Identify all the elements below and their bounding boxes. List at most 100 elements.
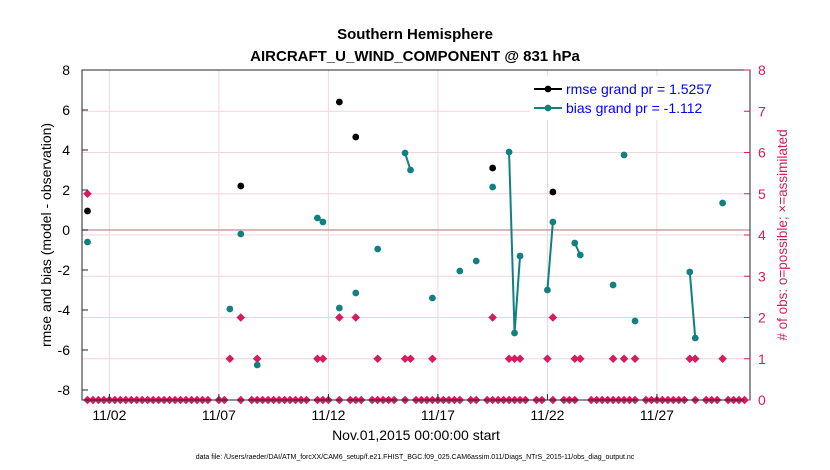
chart-title: Southern Hemisphere (337, 26, 493, 43)
bias-data-point (352, 289, 360, 297)
rmse-data-point (335, 98, 343, 106)
series-layer (84, 98, 727, 369)
obs_possible-diamond-point (548, 313, 558, 322)
obs_possible-diamond-point (252, 354, 262, 364)
data-file-footnote: data file: /Users/raeder/DAI/ATM_forcXX/… (196, 454, 635, 461)
y-axis-label: rmse and bias (model - observation) (38, 123, 54, 347)
bottom-axis-ticks: 11/02 11/07 11/12 11/17 11/22 11/27 (92, 394, 674, 423)
y-right-tick-label: 1 (758, 351, 766, 367)
obs_possible-diamond-point (488, 313, 497, 322)
y-right-tick-label: 3 (758, 268, 766, 284)
y-tick-label: 8 (62, 62, 70, 78)
x-tick-label: 11/17 (421, 407, 455, 423)
legend-bias-label: bias grand pr = -1.112 (566, 100, 703, 116)
bias-data-point (505, 148, 513, 156)
x-tick-label: 11/27 (640, 407, 674, 423)
bias-data-point (374, 245, 382, 253)
legend-rmse-marker (544, 85, 552, 93)
bias-data-point (516, 252, 524, 260)
y-tick-label: 6 (62, 102, 70, 118)
bias-data-point (456, 267, 464, 275)
x-tick-label: 11/07 (202, 407, 236, 423)
legend-rmse-label: rmse grand pr = 1.5257 (566, 81, 712, 97)
obs_possible-diamond-point (373, 354, 382, 364)
y-axis-right-label: # of obs: o=possible; ×=assimilated (775, 129, 790, 340)
obs_possible-diamond-point (619, 354, 629, 364)
obs_possible-diamond-point (685, 354, 695, 364)
chart-subtitle: AIRCRAFT_U_WIND_COMPONENT @ 831 hPa (250, 48, 580, 65)
obs_possible-diamond-point (83, 189, 92, 199)
legend-box (530, 76, 744, 120)
obs_possible-diamond-point (630, 354, 640, 364)
bias-data-point (719, 199, 727, 207)
bias-data-point (691, 334, 699, 342)
y-tick-label: -8 (58, 382, 71, 398)
bias-data-point (620, 151, 628, 159)
bias-data-point (511, 329, 518, 337)
obs_possible-diamond-point (335, 313, 344, 322)
y-right-tick-label: 2 (758, 310, 766, 326)
y-tick-label: -6 (58, 342, 71, 358)
bias-data-point (314, 214, 321, 222)
bias-data-point (544, 286, 551, 294)
y-tick-label: -4 (58, 302, 71, 318)
obs_possible-diamond-point (570, 354, 580, 364)
bias-data-point (319, 218, 327, 226)
bias-data-point (226, 305, 234, 313)
bias-data-point (472, 257, 480, 265)
obs_possible-diamond-point (543, 354, 552, 364)
obs_possible-diamond-point (236, 313, 246, 322)
y-tick-label: 2 (62, 182, 70, 198)
bias-data-point (571, 239, 579, 247)
y-tick-label: -2 (58, 262, 71, 278)
obs_possible-diamond-point (690, 354, 700, 364)
x-tick-label: 11/22 (530, 407, 564, 423)
legend: rmse grand pr = 1.5257 bias grand pr = -… (530, 76, 744, 120)
bias-data-point (429, 294, 436, 302)
y-right-tick-label: 8 (758, 62, 766, 78)
obs_possible-diamond-point (608, 354, 618, 364)
rmse-data-point (352, 133, 360, 141)
bias-series-line (546, 221, 554, 291)
bias-data-point (335, 304, 343, 312)
rmse-data-point (84, 207, 91, 215)
legend-bias-marker (544, 104, 552, 112)
bias-series-line (688, 271, 697, 339)
obs_possible-diamond-point (718, 354, 727, 364)
obs_possible-diamond-point (351, 313, 361, 322)
bias-data-point (401, 149, 409, 157)
rmse-data-point (549, 188, 557, 196)
obs_possible-diamond-point (428, 354, 437, 364)
y-right-tick-label: 6 (758, 145, 766, 161)
obs_possible-diamond-point (510, 354, 519, 364)
obs_possible-diamond-point (515, 354, 525, 364)
y-right-tick-label: 0 (758, 392, 766, 408)
bias-data-point (489, 183, 497, 191)
obs_possible-diamond-point (406, 354, 415, 364)
y-tick-label: 0 (62, 222, 70, 238)
bias-data-point (407, 166, 414, 174)
y-right-tick-label: 5 (758, 186, 766, 202)
y-tick-label: 4 (62, 142, 70, 158)
bias-data-point (237, 230, 245, 238)
y-right-tick-label: 7 (758, 103, 766, 119)
obs_possible-diamond-point (504, 354, 514, 364)
bias-data-point (576, 251, 584, 259)
obs_possible-diamond-point (575, 354, 585, 364)
bias-data-point (253, 361, 261, 369)
bias-data-point (609, 281, 617, 289)
obs_possible-diamond-point (225, 354, 235, 364)
x-tick-label: 11/02 (92, 407, 126, 423)
bias-data-point (631, 317, 639, 325)
obs_possible-diamond-point (318, 354, 328, 364)
right-axis-ticks: 0 1 2 3 4 5 6 7 8 (744, 62, 766, 408)
bias-data-point (84, 238, 91, 246)
x-axis-label: Nov.01,2015 00:00:00 start (332, 427, 500, 443)
obs_possible-diamond-point (313, 354, 322, 364)
x-tick-label: 11/12 (311, 407, 345, 423)
rmse-data-point (237, 182, 245, 190)
obs_possible-diamond-point (400, 354, 410, 364)
rmse-data-point (489, 164, 497, 172)
y-right-tick-label: 4 (758, 227, 766, 243)
